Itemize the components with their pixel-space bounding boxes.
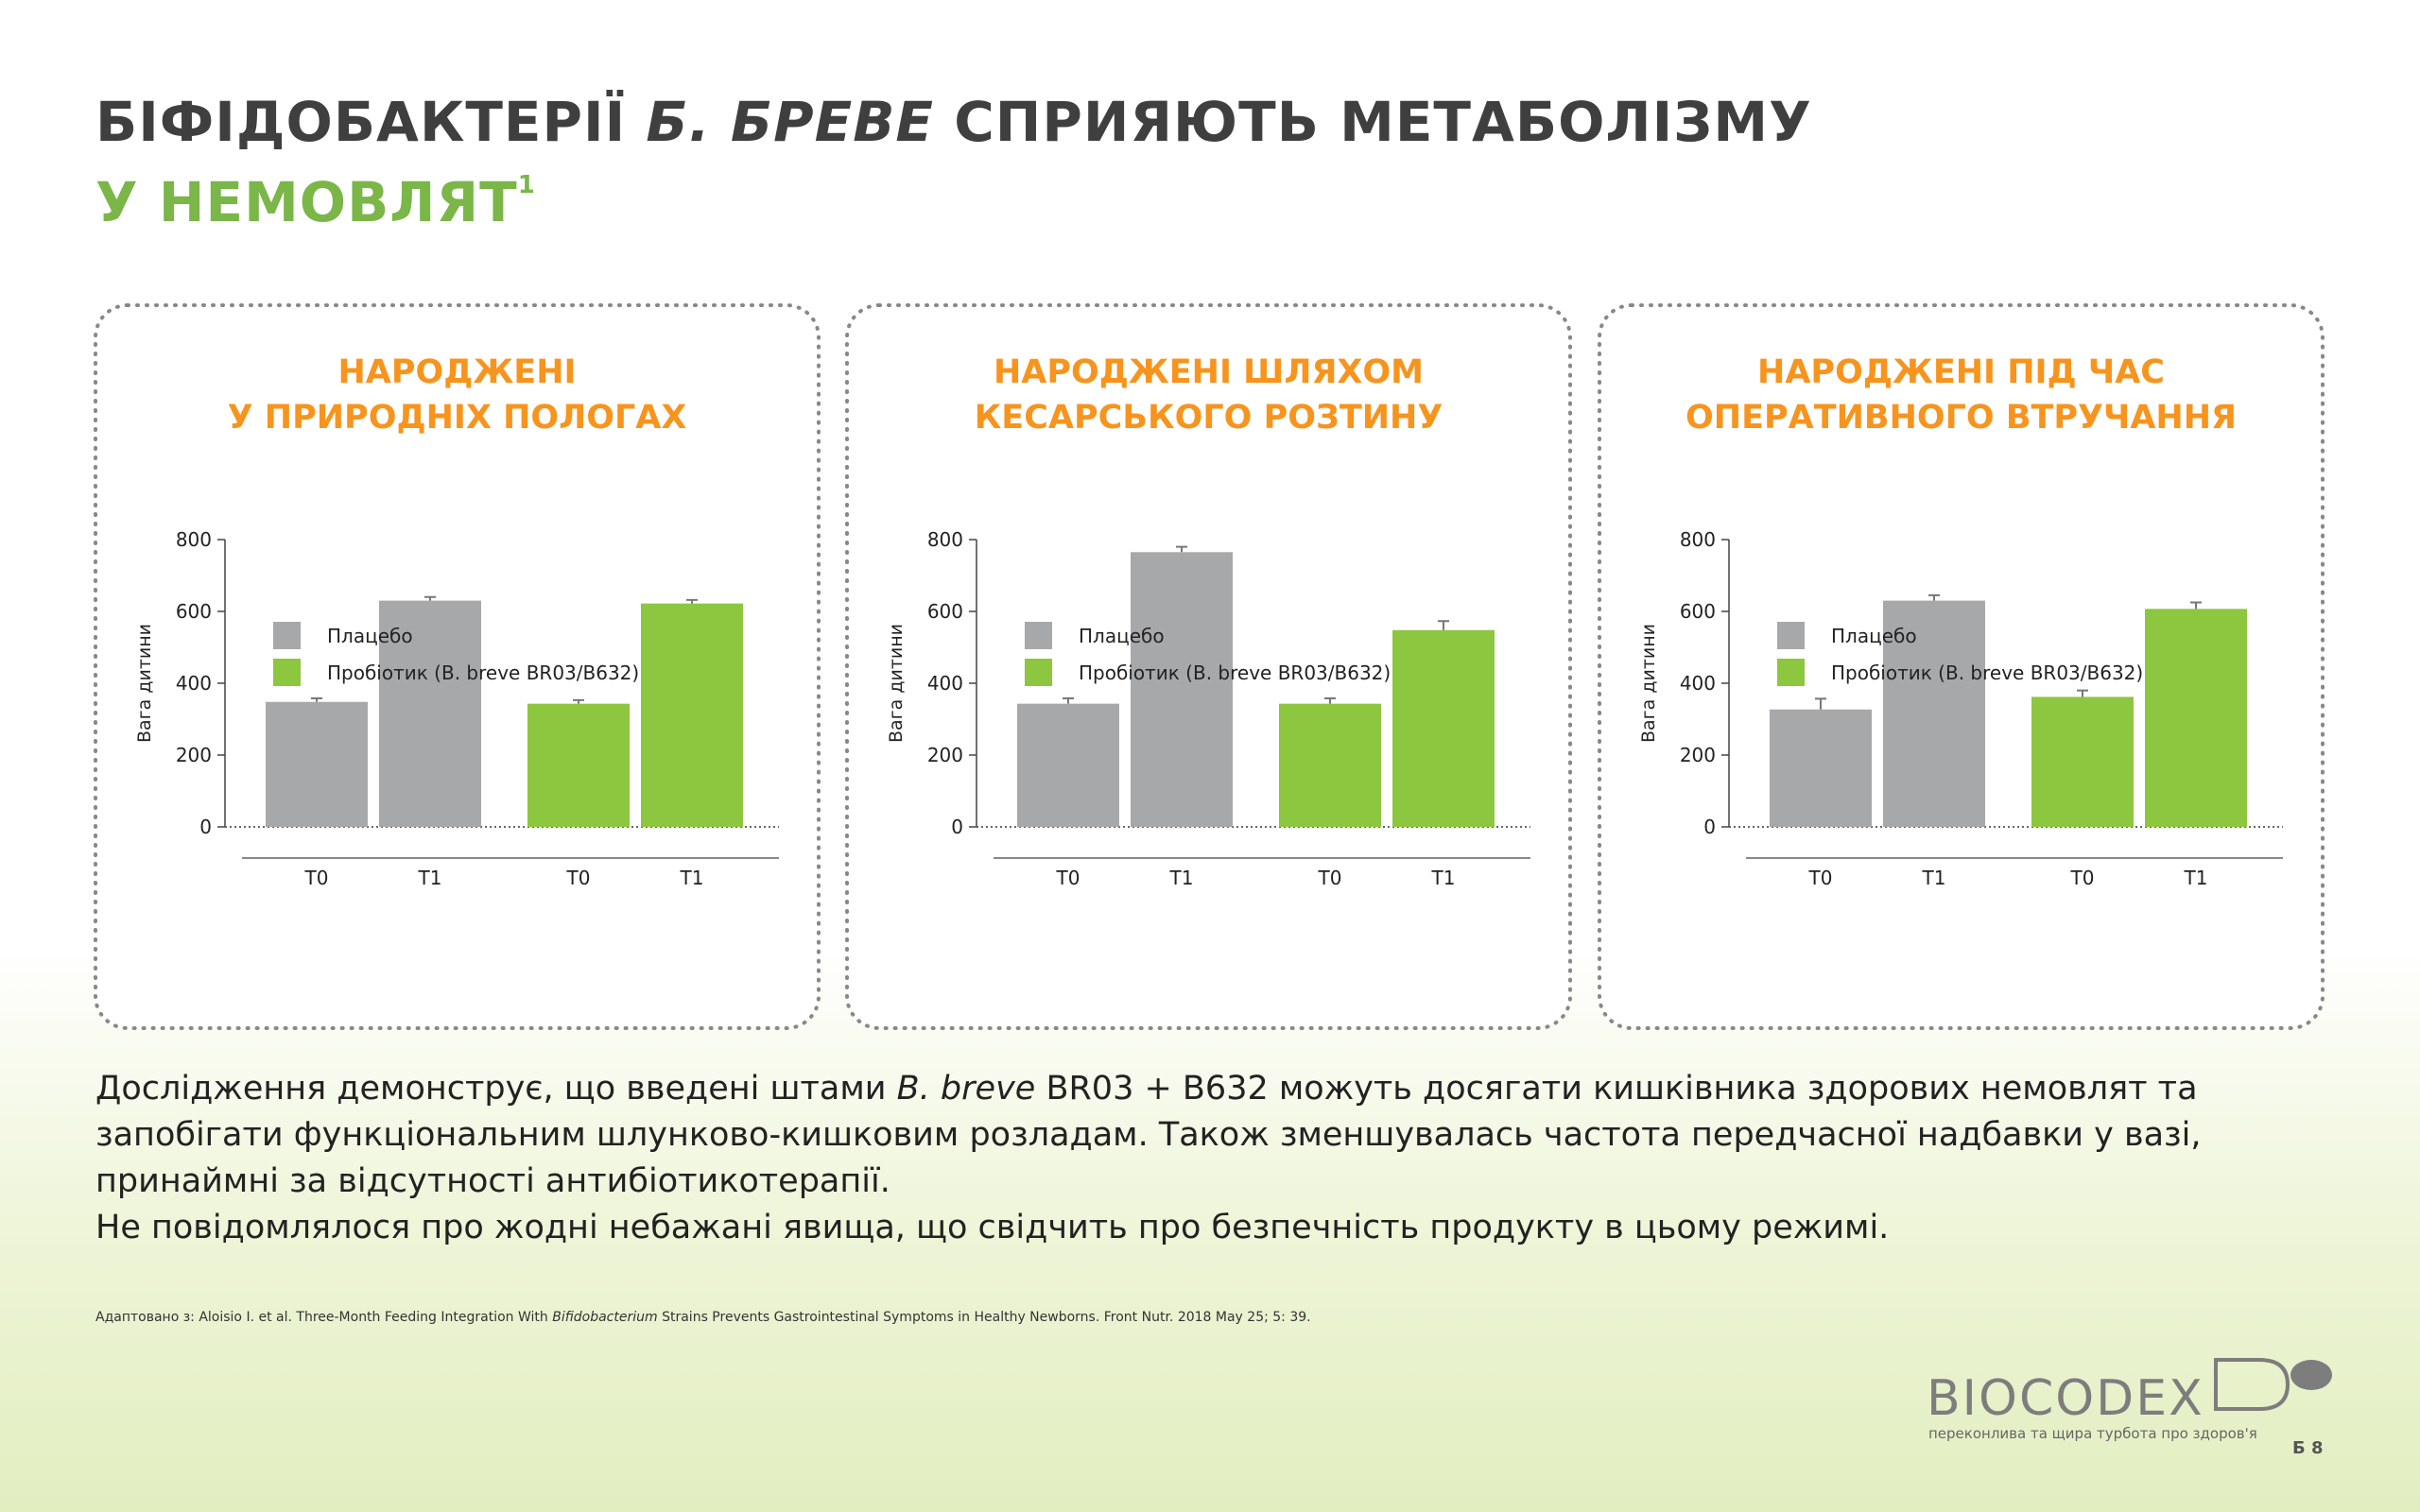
chart-title: НАРОДЖЕНІ ПІД ЧАС [1757, 353, 2165, 391]
chart-title: ОПЕРАТИВНОГО ВТРУЧАННЯ [1685, 399, 2237, 437]
chart-title: КЕСАРСЬКОГО РОЗТИНУ [975, 399, 1443, 437]
error-bar [1438, 620, 1449, 630]
brand: BIOCODEX [1927, 1370, 2204, 1427]
y-tick-label: 800 [1680, 528, 1716, 551]
x-tick-label: T1 [418, 867, 442, 889]
legend-label: Плацебо [327, 625, 413, 647]
y-tick-label: 200 [927, 744, 963, 766]
chart-title: У ПРИРОДНІХ ПОЛОГАХ [228, 399, 687, 437]
error-bar [1176, 545, 1187, 553]
error-bar [1928, 593, 1940, 601]
y-tick-label: 200 [1680, 744, 1716, 766]
reference: Адаптовано з: Aloisio I. et al. Three-Mo… [95, 1310, 1311, 1325]
bar [1770, 709, 1872, 827]
y-tick-label: 400 [176, 672, 212, 695]
bar [641, 603, 743, 827]
error-bar [2190, 601, 2202, 610]
error-bar [573, 698, 584, 704]
error-bar [686, 598, 698, 604]
page-number: Б 8 [2292, 1438, 2324, 1458]
title-line2: У НЕМОВЛЯТ1 [95, 170, 536, 234]
y-tick-label: 200 [176, 744, 212, 766]
error-bar [1063, 696, 1074, 704]
x-tick-label: T0 [1056, 867, 1080, 889]
y-axis-label: Вага дитини [886, 624, 907, 743]
text: Bifidobacterium [552, 1310, 658, 1325]
legend-label: Пробіотик (B. breve BR03/B632) [327, 662, 639, 684]
legend-swatch [1777, 622, 1805, 649]
title: БІФІДОБАКТЕРІЇ Б. БРЕВЕ СПРИЯЮТЬ МЕТАБОЛ… [95, 90, 1812, 154]
error-bar [1815, 697, 1826, 710]
y-tick-label: 600 [927, 600, 963, 623]
bar [1131, 552, 1233, 827]
x-tick-label: T1 [680, 867, 704, 889]
legend-swatch [1025, 659, 1052, 686]
text: BR03 + B632 можуть досягати кишківника з… [95, 1070, 2202, 1200]
y-tick-label: 0 [199, 816, 212, 838]
footnote-mark: 1 [517, 171, 536, 199]
legend-swatch [273, 659, 301, 686]
legend-label: Плацебо [1079, 625, 1165, 647]
bar [1279, 703, 1381, 827]
text: Дослідження демонструє, що введені штами [95, 1070, 887, 1108]
x-tick-label: T0 [304, 867, 329, 889]
bar [266, 701, 368, 827]
bar [1883, 600, 1985, 827]
y-axis-label: Вага дитини [1638, 624, 1659, 743]
paragraph: Не повідомлялося про жодні небажані явищ… [95, 1209, 1890, 1246]
title-part: БІФІДОБАКТЕРІЇ [95, 90, 627, 154]
tagline: переконлива та щира турбота про здоров'я [1928, 1425, 2257, 1442]
x-tick-label: T1 [1431, 867, 1456, 889]
error-bar [424, 595, 436, 601]
bar [527, 703, 630, 827]
text: B. breve [896, 1070, 1036, 1108]
error-bar [1324, 696, 1336, 704]
x-tick-label: T1 [2184, 867, 2208, 889]
legend-swatch [1025, 622, 1052, 649]
legend-swatch [1777, 659, 1805, 686]
y-axis-label: Вага дитини [134, 624, 155, 743]
error-bar [2077, 689, 2088, 697]
bar [2031, 696, 2134, 827]
y-tick-label: 600 [1680, 600, 1716, 623]
legend-swatch [273, 622, 301, 649]
title-part: СПРИЯЮТЬ МЕТАБОЛІЗМУ [954, 90, 1812, 154]
error-bar [311, 696, 322, 702]
chart-title: НАРОДЖЕНІ [337, 353, 576, 391]
title-part: Б. БРЕВЕ [646, 90, 935, 154]
bar [2145, 609, 2247, 827]
y-tick-label: 0 [951, 816, 963, 838]
legend-label: Плацебо [1831, 625, 1917, 647]
y-tick-label: 600 [176, 600, 212, 623]
legend-label: Пробіотик (B. breve BR03/B632) [1079, 662, 1391, 684]
x-tick-label: T0 [2070, 867, 2095, 889]
logo-shape [2214, 1358, 2332, 1411]
y-tick-label: 800 [176, 528, 212, 551]
text: Адаптовано з: Aloisio I. et al. Three-Mo… [95, 1310, 548, 1325]
bar [1392, 629, 1495, 827]
bar [379, 600, 481, 827]
chart-title: НАРОДЖЕНІ ШЛЯХОМ [994, 353, 1424, 391]
body-text: Дослідження демонструє, що введені штами… [95, 1066, 2336, 1251]
x-tick-label: T0 [1808, 867, 1833, 889]
x-tick-label: T0 [566, 867, 591, 889]
text: Strains Prevents Gastrointestinal Sympto… [662, 1310, 1311, 1325]
x-tick-label: T0 [1318, 867, 1342, 889]
y-tick-label: 0 [1703, 816, 1716, 838]
x-tick-label: T1 [1169, 867, 1194, 889]
bar [1017, 703, 1119, 827]
y-tick-label: 400 [1680, 672, 1716, 695]
y-tick-label: 400 [927, 672, 963, 695]
title-part: У НЕМОВЛЯТ [95, 170, 518, 234]
x-tick-label: T1 [1922, 867, 1946, 889]
paragraph: Дослідження демонструє, що введені штами… [95, 1066, 2336, 1205]
y-tick-label: 800 [927, 528, 963, 551]
legend-label: Пробіотик (B. breve BR03/B632) [1831, 662, 2143, 684]
